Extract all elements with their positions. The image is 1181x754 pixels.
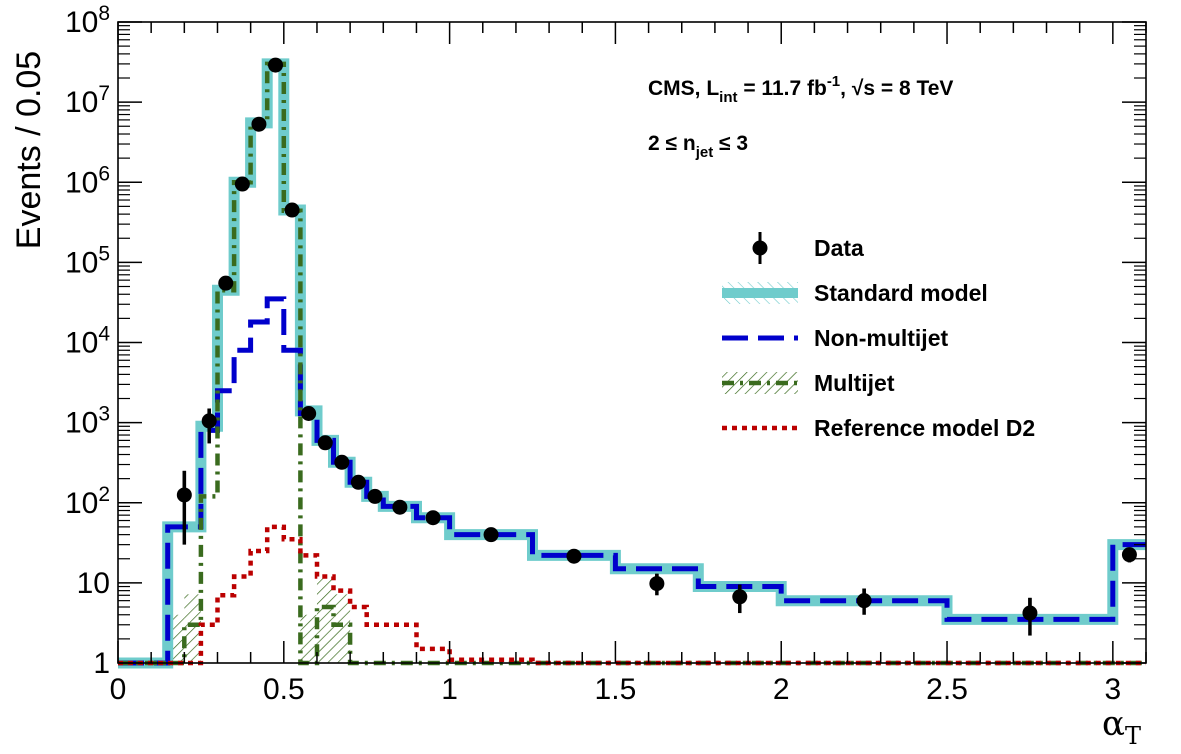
legend: Data Standard model Non-multijet Multijet Re… [722, 232, 1035, 441]
legend-entry: Non-multijet [722, 325, 948, 351]
x-tick-label: 0 [110, 673, 127, 706]
y-tick-label: 104 [65, 323, 110, 360]
x-tick-label: 3 [1104, 673, 1121, 706]
y-tick-label: 108 [65, 2, 110, 39]
y-tick-label: 102 [65, 483, 110, 520]
y-tick-label: 107 [65, 82, 110, 119]
data-point [284, 202, 300, 218]
data-point [566, 548, 582, 564]
x-axis-label: αT [1102, 704, 1141, 750]
data-point [732, 584, 748, 614]
data-point-marker [1022, 605, 1038, 621]
multijet-uncertainty-hatch [316, 576, 334, 663]
legend-entry: Data [752, 232, 864, 264]
x-tick-label: 2.5 [926, 673, 968, 706]
series-standard-model [118, 58, 1146, 669]
x-tick-label: 0.5 [263, 673, 305, 706]
data-point-marker [317, 435, 333, 451]
data-point [201, 408, 217, 444]
legend-label: Multijet [814, 370, 895, 396]
y-tick-label: 103 [65, 403, 110, 440]
x-tick-label: 1 [441, 673, 458, 706]
series-layer [118, 58, 1146, 669]
y-tick-label: 10 [77, 567, 110, 600]
legend-swatch-marker [752, 240, 768, 256]
data-point [350, 474, 366, 490]
data-point [301, 405, 317, 421]
y-tick-label: 105 [65, 242, 110, 279]
data-point-marker [201, 413, 217, 429]
data-point-marker [234, 176, 250, 192]
data-point-marker [251, 116, 267, 132]
legend-entry: Multijet [722, 370, 895, 396]
y-tick-label: 1 [93, 647, 110, 680]
data-point-marker [483, 527, 499, 543]
data-points-layer [176, 57, 1137, 636]
data-point-marker [367, 488, 383, 504]
data-point-marker [1121, 547, 1137, 563]
data-point [1022, 597, 1038, 636]
x-axis-label-symbol: α [1102, 704, 1125, 744]
legend-label: Standard model [814, 280, 988, 306]
data-point [176, 470, 192, 545]
multijet-uncertainty-hatch [333, 594, 351, 663]
data-point [334, 454, 350, 470]
data-point-marker [856, 593, 872, 609]
annotation-line-1: CMS, Lint = 11.7 fb-1, √s = 8 TeV [648, 73, 953, 106]
data-point [234, 176, 250, 192]
legend-label: Data [814, 235, 864, 261]
data-point-marker [284, 202, 300, 218]
data-point-marker [649, 576, 665, 592]
data-point-marker [218, 275, 234, 291]
y-axis-label: Events / 0.05 [10, 51, 48, 249]
axis-layer: 0 0.5 1 1.5 2 2.5 3 1 10 102 103 104 105 106 107 108 [65, 2, 1147, 706]
legend-label: Reference model D2 [814, 415, 1035, 441]
y-tick-label: 106 [65, 162, 110, 199]
x-tick-label: 1.5 [595, 673, 637, 706]
data-point-marker [350, 474, 366, 490]
multijet-uncertainty-hatch [184, 594, 201, 663]
data-point-marker [425, 510, 441, 526]
data-point [1121, 547, 1137, 563]
data-point-marker [392, 499, 408, 515]
data-point [649, 573, 665, 596]
data-point [425, 510, 441, 526]
data-point-marker [268, 57, 284, 73]
data-point-marker [334, 454, 350, 470]
annotation-line-2: 2 ≤ njet ≤ 3 [648, 132, 748, 161]
data-point-marker [566, 548, 582, 564]
x-axis-label-subscript: T [1125, 722, 1141, 750]
legend-entry: Standard model [722, 280, 988, 306]
data-point [268, 57, 284, 73]
x-tick-label: 2 [773, 673, 790, 706]
legend-entry: Reference model D2 [722, 415, 1035, 441]
data-point [392, 499, 408, 515]
legend-label: Non-multijet [814, 325, 948, 351]
series-non-multijet [118, 296, 1146, 666]
data-point [367, 488, 383, 504]
data-point-marker [301, 405, 317, 421]
data-point-marker [176, 487, 192, 503]
data-point [218, 275, 234, 291]
uncertainty-hatch-layer [167, 576, 351, 663]
data-point [317, 435, 333, 451]
data-point [856, 588, 872, 615]
data-point [251, 116, 267, 132]
multijet-uncertainty-hatch [300, 614, 317, 663]
data-point [483, 527, 499, 543]
data-point-marker [732, 589, 748, 605]
series-reference-model-d2 [118, 524, 1146, 666]
